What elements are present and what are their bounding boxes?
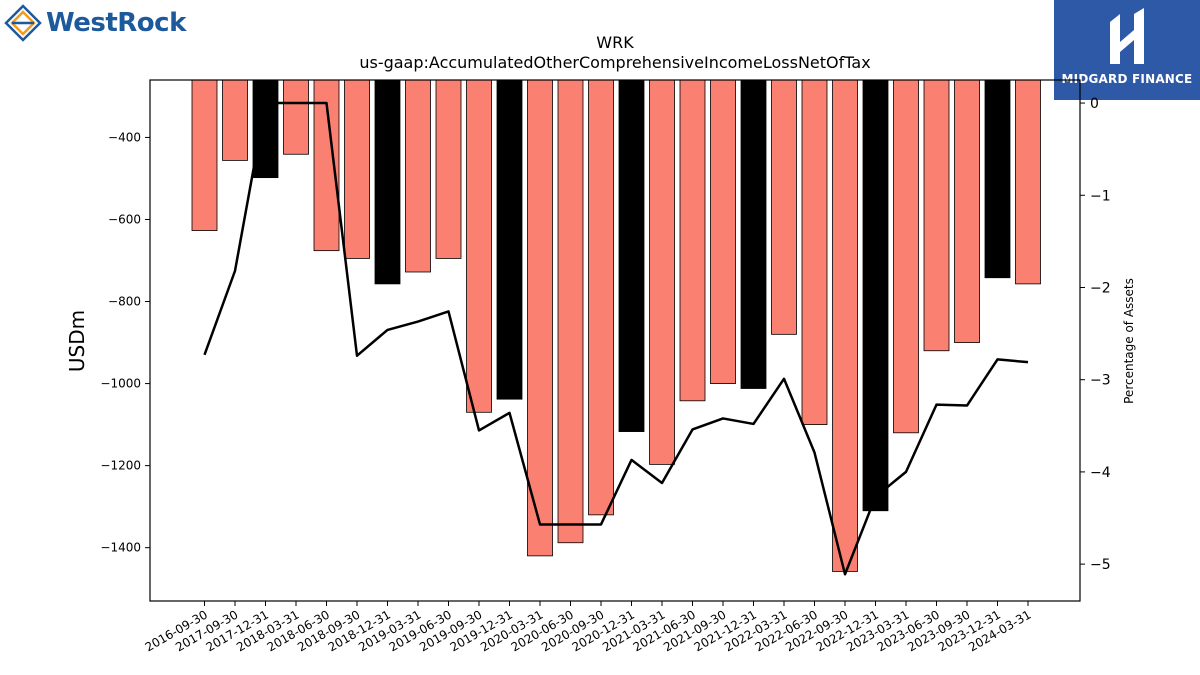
y2-tick-label: −1 xyxy=(1090,188,1111,204)
bar-2021-03-31 xyxy=(649,79,675,465)
bar-2023-09-30 xyxy=(954,79,980,343)
y-tick-label: −1400 xyxy=(100,541,141,555)
bar-2018-09-30 xyxy=(344,79,370,259)
bar-2024-03-31 xyxy=(1015,79,1041,285)
y-tick-label: −400 xyxy=(108,130,141,144)
bar-2020-03-31 xyxy=(527,79,553,557)
y2-tick-label: −3 xyxy=(1090,373,1111,389)
bar-2019-03-31 xyxy=(405,79,431,273)
bar-2018-12-31 xyxy=(374,79,401,285)
westrock-logo-text: WestRock xyxy=(46,8,186,38)
line-series xyxy=(203,101,1029,576)
midgard-mark-icon xyxy=(1110,8,1144,64)
bar-2022-12-31 xyxy=(862,79,889,512)
percentage-of-assets-line xyxy=(203,101,1029,576)
chart-subtitle: us-gaap:AccumulatedOtherComprehensiveInc… xyxy=(359,53,870,72)
bar-2021-06-30 xyxy=(679,79,706,402)
x-axis: 2016-09-302017-09-302017-12-312018-03-31… xyxy=(143,601,1034,654)
bar-2017-09-30 xyxy=(222,79,248,161)
y2-axis-label: Percentage of Assets xyxy=(1122,278,1136,404)
bar-2021-09-30 xyxy=(710,79,736,384)
bar-2020-12-31 xyxy=(618,79,645,432)
midgard-finance-logo: MIDGARD FINANCE xyxy=(1054,0,1200,100)
bar-2019-12-31 xyxy=(496,79,523,400)
y-tick-label: −1200 xyxy=(100,459,141,473)
bar-2023-03-31 xyxy=(893,79,919,434)
bar-2016-09-30 xyxy=(191,79,218,231)
y2-tick-label: 0 xyxy=(1090,96,1099,112)
bar-2022-09-30 xyxy=(832,79,858,572)
bar-2019-06-30 xyxy=(435,79,462,259)
midgard-logo-text: MIDGARD FINANCE xyxy=(1061,72,1193,86)
chart-title: WRK xyxy=(596,33,634,52)
y-axis-left: −1400 −1200 −1000 −800 −600 −400 xyxy=(100,130,150,555)
bar-2018-03-31 xyxy=(283,79,309,155)
bar-2019-09-30 xyxy=(466,79,492,413)
bar-2020-09-30 xyxy=(588,79,614,516)
bar-2020-06-30 xyxy=(557,79,584,544)
bar-series xyxy=(191,79,1041,572)
y-axis-right: −5 −4 −3 −2 −1 0 xyxy=(1080,96,1111,573)
y2-tick-label: −2 xyxy=(1090,280,1111,296)
y-tick-label: −600 xyxy=(108,212,141,226)
y2-tick-label: −4 xyxy=(1090,465,1111,481)
y2-tick-label: −5 xyxy=(1090,557,1111,573)
westrock-diamond-icon xyxy=(4,4,42,42)
y-tick-label: −1000 xyxy=(100,377,141,391)
bar-2023-06-30 xyxy=(923,79,950,352)
y-tick-label: −800 xyxy=(108,295,141,309)
bar-2023-12-31 xyxy=(984,79,1011,279)
bar-2021-12-31 xyxy=(740,79,767,389)
y-axis-label: USDm xyxy=(65,310,89,372)
westrock-logo: WestRock xyxy=(4,4,186,42)
bar-2022-06-30 xyxy=(801,79,828,425)
bar-2017-12-31 xyxy=(252,79,279,179)
plot-frame xyxy=(149,79,1081,602)
bar-2022-03-31 xyxy=(771,79,797,335)
